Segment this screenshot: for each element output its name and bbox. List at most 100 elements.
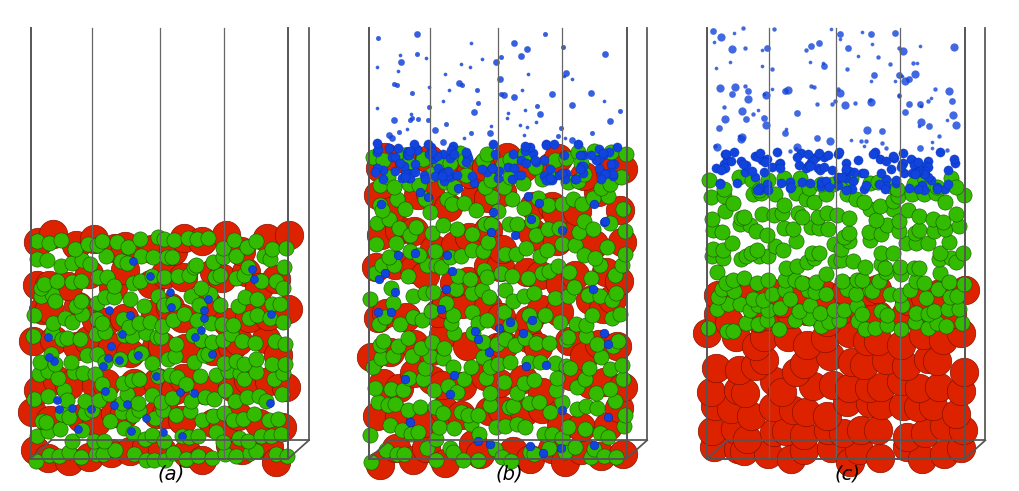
Point (733, 215, 749, 222)
Point (709, 268, 726, 276)
Point (249, 296, 265, 303)
Point (406, 265, 422, 273)
Point (197, 314, 213, 322)
Point (385, 80, 401, 87)
Point (544, 445, 560, 453)
Point (721, 58, 738, 66)
Point (888, 29, 904, 37)
Point (243, 449, 259, 457)
Point (408, 223, 424, 231)
Point (439, 171, 455, 179)
Point (925, 402, 942, 409)
Point (224, 382, 240, 390)
Point (417, 272, 433, 279)
Point (870, 53, 887, 60)
Point (494, 189, 511, 196)
Point (513, 121, 529, 129)
Point (606, 160, 623, 168)
Point (59, 334, 75, 342)
Point (407, 160, 423, 168)
Point (589, 404, 605, 411)
Point (428, 261, 444, 269)
Point (751, 186, 767, 194)
Point (144, 391, 160, 399)
Point (145, 359, 161, 367)
Point (112, 257, 128, 265)
Point (483, 220, 499, 228)
Point (715, 246, 732, 253)
Point (878, 356, 895, 364)
Point (375, 175, 391, 183)
Point (829, 150, 846, 158)
Point (567, 283, 583, 291)
Point (906, 181, 922, 189)
Point (533, 405, 549, 413)
Point (156, 273, 172, 281)
Point (610, 277, 627, 285)
Point (735, 161, 751, 168)
Point (936, 185, 953, 193)
Point (891, 217, 907, 225)
Point (372, 181, 388, 189)
Point (586, 241, 602, 248)
Point (891, 191, 907, 199)
Point (25, 396, 42, 404)
Point (73, 277, 90, 285)
Point (712, 84, 729, 92)
Point (197, 393, 213, 401)
Point (55, 386, 71, 394)
Point (835, 178, 851, 186)
Point (490, 360, 506, 368)
Point (906, 264, 922, 272)
Point (124, 377, 141, 384)
Point (507, 231, 524, 239)
Point (493, 269, 510, 277)
Point (162, 303, 178, 311)
Point (177, 380, 194, 388)
Point (103, 343, 119, 351)
Point (854, 169, 870, 177)
Point (843, 136, 859, 144)
Point (870, 277, 887, 285)
Point (562, 372, 579, 380)
Point (433, 305, 449, 313)
Point (516, 132, 532, 139)
Point (496, 335, 513, 343)
Point (424, 229, 440, 237)
Point (260, 312, 276, 320)
Point (168, 411, 184, 419)
Point (176, 234, 193, 242)
Point (427, 126, 443, 134)
Point (898, 362, 914, 370)
Point (848, 290, 864, 298)
Point (705, 246, 721, 253)
Point (603, 296, 620, 303)
Point (911, 166, 927, 174)
Point (731, 366, 747, 374)
Point (871, 156, 888, 164)
Point (706, 443, 722, 451)
Point (247, 339, 263, 347)
Point (400, 157, 417, 164)
Point (419, 261, 435, 269)
Point (591, 155, 607, 163)
Point (586, 441, 602, 449)
Point (505, 164, 522, 172)
Point (599, 422, 615, 430)
Point (215, 359, 231, 367)
Point (586, 445, 602, 453)
Point (756, 333, 772, 341)
Point (704, 428, 720, 436)
Point (565, 136, 581, 144)
Point (928, 357, 945, 365)
Point (463, 363, 479, 371)
Point (554, 226, 571, 234)
Point (788, 368, 804, 376)
Point (390, 251, 407, 259)
Point (825, 305, 842, 313)
Point (609, 143, 626, 151)
Point (428, 435, 444, 442)
Point (573, 446, 589, 454)
Point (813, 178, 829, 186)
Point (592, 429, 608, 436)
